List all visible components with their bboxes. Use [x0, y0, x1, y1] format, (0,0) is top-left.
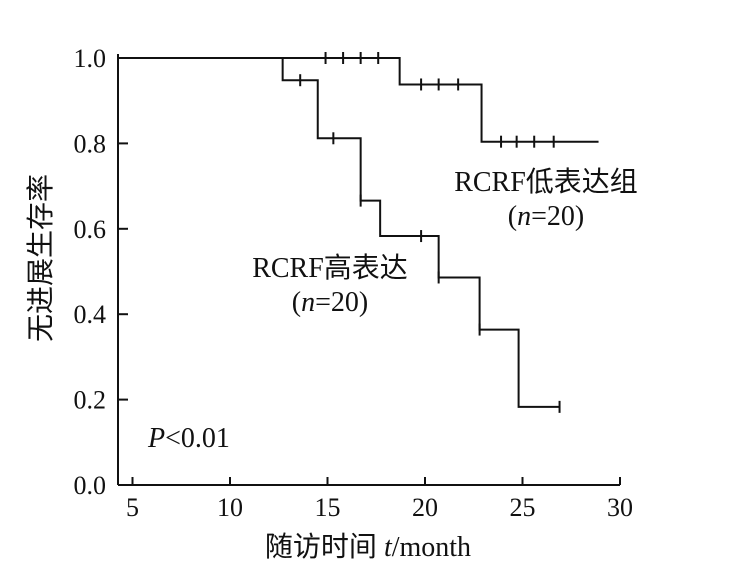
x-tick-label: 20 — [412, 493, 438, 522]
y-tick-label: 0.4 — [74, 300, 107, 329]
x-ticks: 5 10 15 20 25 30 — [126, 477, 633, 522]
legend-low-name: RCRF低表达组 — [454, 166, 638, 198]
y-tick-label: 1.0 — [74, 44, 107, 73]
x-tick-label: 25 — [510, 493, 536, 522]
y-tick-label: 0.6 — [74, 215, 107, 244]
y-tick-label: 0.0 — [74, 471, 107, 500]
y-ticks: 0.0 0.2 0.4 0.6 0.8 1.0 — [74, 44, 128, 500]
x-tick-label: 30 — [607, 493, 633, 522]
x-axis-title: 随访时间 t/month — [265, 531, 471, 563]
legend-high-name: RCRF高表达 — [252, 252, 408, 284]
series-low-line — [126, 57, 599, 143]
y-axis-title: 无进展生存率 — [25, 174, 57, 342]
series-layer — [126, 52, 599, 413]
y-tick-label: 0.2 — [74, 386, 107, 415]
p-value-annotation: P<0.01 — [147, 423, 230, 454]
series-high-line — [126, 57, 560, 408]
series-low — [126, 52, 599, 148]
x-tick-label: 15 — [315, 493, 341, 522]
x-tick-label: 5 — [126, 493, 139, 522]
series-high — [126, 57, 561, 413]
x-tick-label: 10 — [217, 493, 243, 522]
axes — [117, 54, 620, 486]
y-tick-label: 0.8 — [74, 129, 107, 158]
legend-high-n: (n=20) — [292, 287, 368, 318]
legend-low-n: (n=20) — [508, 201, 584, 232]
